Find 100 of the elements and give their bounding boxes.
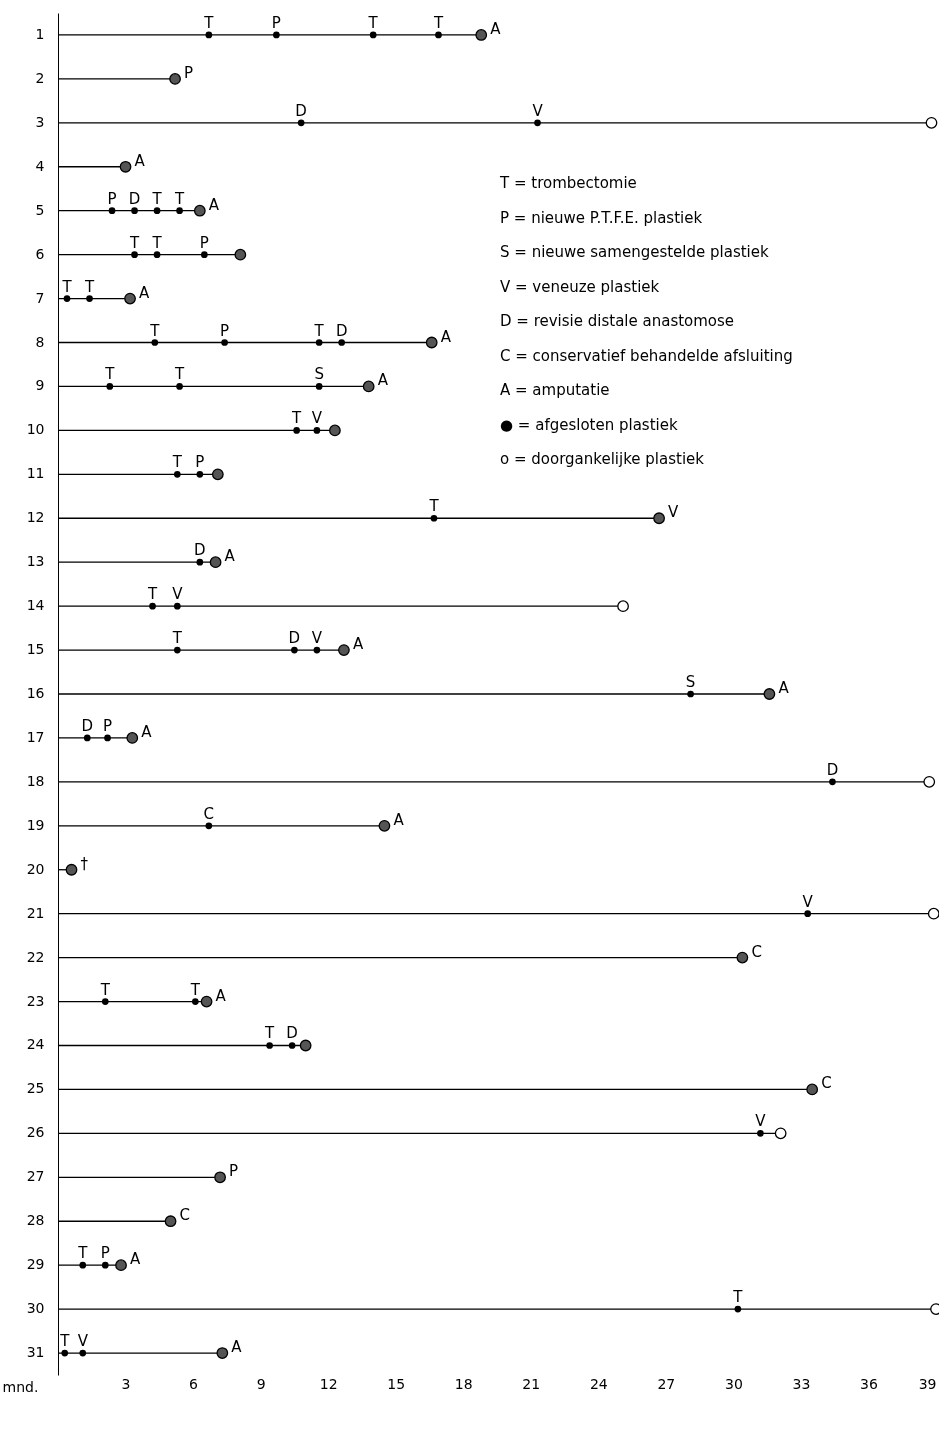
data-label: D — [826, 760, 839, 779]
data-label: T — [99, 980, 111, 999]
data-label: A — [215, 986, 227, 1005]
y-tick-label: 14 — [26, 597, 45, 614]
data-label: T — [77, 1244, 89, 1263]
y-tick-label: 12 — [26, 509, 45, 526]
x-tick-label: 9 — [256, 1375, 266, 1392]
data-label: P — [220, 321, 230, 340]
y-tick-label: 18 — [26, 772, 45, 789]
data-label: T — [189, 980, 201, 999]
y-tick-label: 7 — [35, 289, 45, 306]
data-label: T — [173, 365, 185, 384]
y-tick-label: 15 — [26, 641, 45, 658]
y-tick-label: 3 — [35, 113, 45, 130]
data-label: T — [151, 233, 163, 252]
data-label: T — [128, 233, 140, 252]
data-label: A — [141, 722, 153, 741]
y-tick-label: 23 — [26, 992, 45, 1009]
x-tick-label: 36 — [860, 1375, 878, 1392]
x-tick-label: 15 — [387, 1375, 406, 1392]
annotation: S = nieuwe samengestelde plastiek — [500, 243, 769, 261]
y-tick-label: 16 — [26, 685, 45, 701]
data-label: P — [199, 233, 209, 252]
annotation: C = conservatief behandelde afsluiting — [500, 346, 793, 365]
data-label: T — [291, 409, 303, 428]
data-label: A — [393, 810, 405, 829]
data-label: A — [139, 283, 151, 302]
data-label: T — [146, 585, 158, 604]
y-tick-label: 31 — [26, 1344, 45, 1361]
y-tick-label: 17 — [26, 728, 45, 745]
data-label: V — [755, 1112, 767, 1131]
y-tick-label: 26 — [26, 1124, 45, 1141]
annotation: A = amputatie — [500, 381, 610, 399]
x-tick-label: 18 — [454, 1375, 473, 1392]
annotation: o = doorgankelijke plastiek — [500, 450, 705, 468]
data-label: T — [104, 365, 116, 384]
data-label: C — [203, 804, 215, 823]
y-tick-label: 22 — [26, 948, 45, 965]
y-tick-label: 27 — [26, 1168, 45, 1185]
data-label: A — [134, 151, 146, 170]
data-label: T — [264, 1024, 276, 1043]
data-label: D — [286, 1024, 298, 1043]
data-label: T — [171, 453, 183, 472]
y-tick-label: 10 — [26, 421, 45, 438]
data-label: D — [335, 321, 348, 340]
x-tick-label: 6 — [189, 1375, 199, 1392]
data-label: T — [83, 277, 95, 296]
data-label: P — [271, 13, 281, 32]
x-tick-label: 12 — [319, 1375, 338, 1392]
annotation: D = revisie distale anastomose — [500, 312, 735, 330]
data-label: T — [313, 321, 325, 340]
annotation: T = trombectomie — [499, 174, 637, 192]
y-tick-label: 11 — [26, 465, 45, 482]
x-tick-label: 21 — [522, 1375, 541, 1392]
x-tick-label: 33 — [792, 1375, 811, 1392]
y-tick-label: 4 — [35, 157, 45, 174]
y-tick-label: 9 — [35, 377, 45, 394]
data-label: P — [184, 63, 194, 82]
x-tick-label: 39 — [918, 1375, 937, 1392]
data-label: P — [100, 1244, 110, 1263]
data-label: A — [440, 327, 452, 346]
x-tick-label: 30 — [724, 1375, 743, 1392]
data-label: V — [311, 409, 323, 428]
data-label: T — [732, 1288, 744, 1307]
data-label: P — [107, 189, 117, 208]
y-tick-label: 30 — [26, 1300, 45, 1317]
data-label: A — [208, 195, 220, 214]
data-label: T — [173, 189, 185, 208]
y-tick-label: 6 — [35, 245, 45, 262]
data-label: V — [77, 1332, 89, 1351]
data-label: A — [231, 1338, 243, 1357]
x-axis-title: mnd. — [2, 1378, 39, 1395]
data-label: A — [352, 635, 364, 654]
data-label: C — [821, 1074, 832, 1093]
data-label: † — [80, 854, 89, 873]
y-tick-label: 8 — [35, 333, 45, 350]
data-label: S — [685, 673, 696, 691]
data-label: A — [224, 547, 236, 566]
data-label: S — [314, 365, 324, 384]
data-label: T — [367, 13, 379, 32]
y-tick-label: 28 — [26, 1212, 45, 1229]
data-label: T — [61, 277, 73, 296]
data-label: A — [778, 679, 790, 697]
data-label: D — [288, 629, 301, 648]
data-label: T — [171, 629, 183, 648]
data-label: T — [149, 321, 161, 340]
y-tick-label: 25 — [26, 1080, 45, 1097]
data-label: P — [103, 716, 113, 735]
x-tick-label: 27 — [657, 1375, 676, 1392]
data-label: C — [179, 1206, 191, 1225]
data-label: D — [128, 189, 141, 208]
data-label: D — [295, 101, 307, 120]
annotation: ● = afgesloten plastiek — [500, 415, 678, 434]
data-label: T — [432, 13, 444, 32]
data-label: V — [532, 101, 544, 120]
y-tick-label: 19 — [26, 816, 45, 833]
x-tick-label: 24 — [589, 1375, 608, 1392]
data-label: T — [428, 497, 440, 516]
data-label: V — [172, 585, 184, 604]
y-tick-label: 1 — [35, 25, 45, 42]
